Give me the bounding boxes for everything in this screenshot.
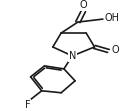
Text: F: F [25, 100, 31, 110]
Text: O: O [80, 0, 87, 10]
Text: N: N [69, 51, 76, 61]
Text: O: O [112, 45, 120, 55]
Text: OH: OH [105, 13, 120, 23]
